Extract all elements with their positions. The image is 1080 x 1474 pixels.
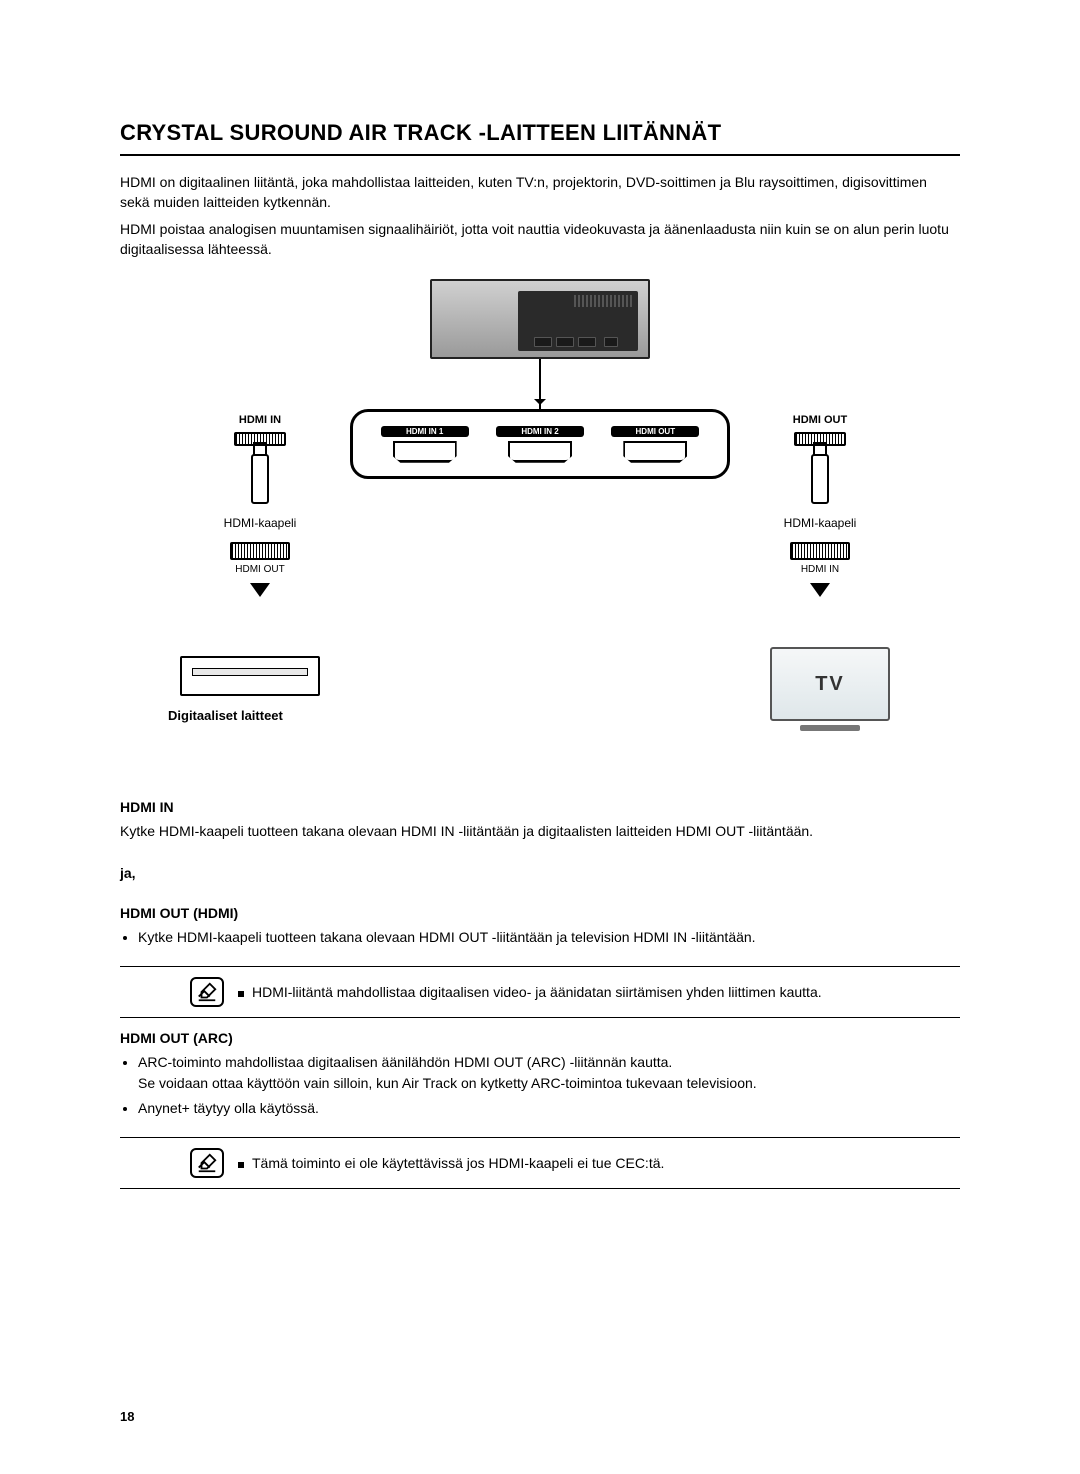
ext-port-label-right: HDMI IN [740,564,900,575]
hdmi-in-heading: HDMI IN [120,799,960,815]
hdmi-out-hdmi-heading: HDMI OUT (HDMI) [120,905,960,921]
ja-text: ja, [120,865,960,881]
note-icon [190,1148,224,1178]
hdmi-out-port: HDMI OUT [611,426,699,463]
hdmi-out-hdmi-bullet: Kytke HDMI-kaapeli tuotteen takana oleva… [138,927,960,948]
note-icon [190,977,224,1007]
device-rear-illustration [430,279,650,359]
right-cable-column: HDMI OUT HDMI-kaapeli HDMI IN [740,414,900,607]
tv-screen-label: TV [770,647,890,721]
cable-label-left: HDMI-kaapeli [180,516,340,530]
hdmi-connector-icon [790,542,850,560]
hdmi-out-arc-section: HDMI OUT (ARC) ARC-toiminto mahdollistaa… [120,1030,960,1119]
arrow-down-icon [810,583,830,607]
hdmi-out-hdmi-section: HDMI OUT (HDMI) Kytke HDMI-kaapeli tuott… [120,905,960,948]
note-2: Tämä toiminto ei ole käytettävissä jos H… [120,1137,960,1189]
digital-device-illustration: Digitaaliset laitteet [160,656,340,723]
note-1: HDMI-liitäntä mahdollistaa digitaalisen … [120,966,960,1018]
hdmi-in-2-port: HDMI IN 2 [496,426,584,463]
left-cable-column: HDMI IN HDMI-kaapeli HDMI OUT [180,414,340,607]
hdmi-in-body: Kytke HDMI-kaapeli tuotteen takana oleva… [120,821,960,841]
hdmi-connector-icon [230,542,290,560]
cable-label-right: HDMI-kaapeli [740,516,900,530]
arc-bullet-2: Anynet+ täytyy olla käytössä. [138,1098,960,1119]
hdmi-in-section: HDMI IN Kytke HDMI-kaapeli tuotteen taka… [120,799,960,841]
zoom-indicator [539,359,541,409]
ja-label: ja, [120,865,960,881]
arrow-down-icon [250,583,270,607]
digital-device-caption: Digitaaliset laitteet [168,708,340,723]
ext-port-label-left: HDMI OUT [180,564,340,575]
arc-bullet-1: ARC-toiminto mahdollistaa digitaalisen ä… [138,1052,960,1094]
port-label: HDMI IN 1 [381,426,469,437]
intro-p2: HDMI poistaa analogisen muuntamisen sign… [120,219,960,260]
page-title: CRYSTAL SUROUND AIR TRACK -LAITTEEN LIIT… [120,120,960,156]
cable-plug-icon [811,454,829,504]
tv-illustration: TV [750,647,910,731]
note-1-text: HDMI-liitäntä mahdollistaa digitaalisen … [238,984,822,1000]
hdmi-out-label: HDMI OUT [740,414,900,426]
port-label: HDMI OUT [611,426,699,437]
page-number: 18 [120,1409,134,1424]
connection-diagram: HDMI IN 1 HDMI IN 2 HDMI OUT HDMI IN HDM… [180,279,900,759]
cable-plug-icon [251,454,269,504]
intro-p1: HDMI on digitaalinen liitäntä, joka mahd… [120,172,960,213]
hdmi-out-arc-heading: HDMI OUT (ARC) [120,1030,960,1046]
note-2-text: Tämä toiminto ei ole käytettävissä jos H… [238,1155,664,1171]
hdmi-in-label: HDMI IN [180,414,340,426]
arc-bullet-1-sub: Se voidaan ottaa käyttöön vain silloin, … [138,1075,757,1091]
hdmi-in-1-port: HDMI IN 1 [381,426,469,463]
intro-block: HDMI on digitaalinen liitäntä, joka mahd… [120,172,960,259]
port-label: HDMI IN 2 [496,426,584,437]
hdmi-port-panel: HDMI IN 1 HDMI IN 2 HDMI OUT [350,409,730,479]
